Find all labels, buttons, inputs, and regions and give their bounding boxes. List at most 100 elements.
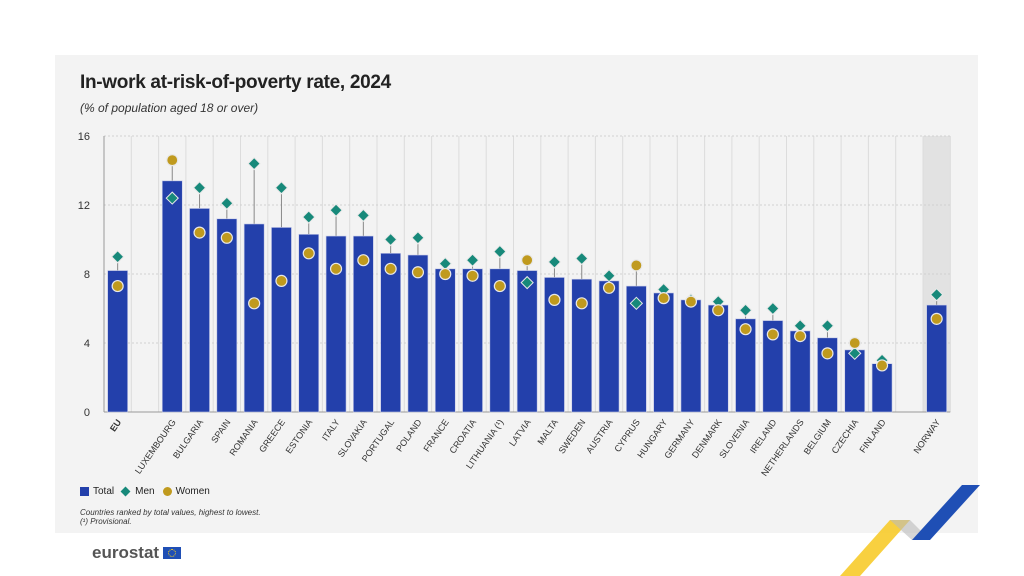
marker-women [193,226,206,239]
legend-total-label: Total [93,486,115,497]
bar-total [680,299,702,413]
x-tick-label: EU [108,417,123,433]
note-provisional: (¹) Provisional. [80,517,132,526]
x-tick-label: NORWAY [912,417,943,455]
bar-total [653,292,674,413]
marker-women [712,304,725,317]
marker-women [766,328,779,341]
logo-text: eurostat [92,543,160,562]
x-tick-label: LATVIA [507,417,533,448]
marker-men [329,203,343,217]
bar-total [789,330,811,413]
bar-total [489,268,511,413]
bar-total [380,253,401,413]
marker-men [411,231,425,245]
bar-total [735,318,756,413]
x-tick-label: POLAND [394,417,424,453]
x-tick-label: ITALY [320,417,342,442]
y-tick-label: 4 [84,338,90,350]
marker-women [521,254,534,267]
bar-total [571,278,593,413]
marker-women [602,281,616,294]
marker-men [383,232,398,247]
marker-women [794,330,807,343]
bar-total [407,254,429,413]
marker-women [493,279,506,293]
marker-men [438,256,452,271]
x-tick-label: BELGIUM [802,417,833,456]
marker-women [739,323,752,336]
bar-total [243,223,265,413]
x-tick-label: GREECE [257,417,287,454]
marker-women [220,231,233,244]
marker-men [220,196,234,210]
x-tick-label: SWEDEN [557,417,588,455]
marker-women [302,247,315,260]
marker-men [110,250,125,264]
bar-total [107,270,128,413]
bar-total [598,280,620,413]
marker-men [465,253,480,267]
marker-women [411,266,425,279]
marker-men [629,296,644,311]
bar-total [271,227,292,413]
bar-total [516,270,538,413]
eu-flag-icon [163,547,182,559]
x-tick-label: ESTONIA [284,417,315,455]
bar-total [926,304,947,413]
marker-women [329,262,343,275]
footnotes: Countries ranked by total values, highes… [80,508,261,526]
decorative-stripes [840,485,980,576]
bar-total [707,304,729,413]
marker-men [192,181,207,195]
bar-total [462,268,483,413]
marker-women [466,269,479,282]
marker-women [930,312,943,325]
marker-men [766,301,780,316]
x-tick-label: SPAIN [209,417,232,444]
marker-women [357,254,370,267]
marker-men [929,287,944,302]
chart-subtitle: (% of population aged 18 or over) [80,101,259,115]
bar-total [762,320,784,413]
marker-women [575,297,588,310]
marker-men [820,319,835,333]
marker-men [520,275,534,290]
marker-men [793,319,807,333]
marker-men [302,210,316,224]
legend: Total Men Women [80,486,210,497]
marker-men [493,244,507,259]
marker-women [111,279,124,293]
note-ranking: Countries ranked by total values, highes… [80,508,261,517]
eurostat-logo: eurostat [92,543,182,563]
marker-men [602,269,616,283]
x-tick-label: MALTA [535,417,560,446]
marker-women [630,259,643,272]
y-tick-label: 12 [78,200,90,212]
bar-total [626,285,647,413]
marker-men [575,251,589,266]
legend-women-label: Women [175,486,210,497]
marker-men [547,255,562,269]
legend-men-diamond-icon [120,486,131,497]
marker-women [384,262,397,275]
x-tick-label: FRANCE [421,417,450,453]
marker-women [821,347,834,360]
bar-total [434,268,456,413]
marker-women [684,295,698,308]
bar-total [216,218,238,413]
marker-women [439,267,452,281]
marker-men [247,156,261,171]
marker-women [875,359,889,372]
x-tick-label: LUXEMBOURG [133,417,178,475]
marker-men [165,191,179,205]
y-tick-label: 0 [84,407,90,419]
x-tick-label: CZECHIA [830,417,861,455]
marker-women [248,297,261,310]
x-tick-label: ROMANIA [227,417,259,457]
marker-women [275,274,288,287]
x-tick-label: CYPRUS [612,417,642,453]
marker-women [166,154,179,167]
legend-men-label: Men [135,486,155,497]
